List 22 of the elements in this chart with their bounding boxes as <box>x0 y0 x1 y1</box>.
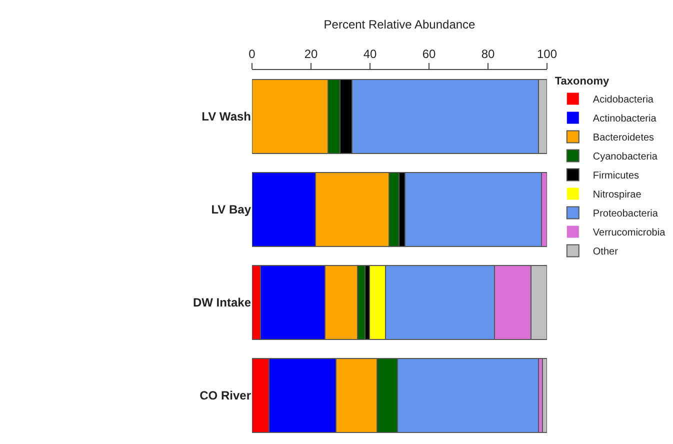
legend-label: Firmicutes <box>592 170 640 182</box>
x-tick-label: 0 <box>248 47 256 62</box>
legend-label: Cyanobacteria <box>592 152 658 163</box>
y-tick-label: LV Bay <box>211 202 252 217</box>
x-tick-label: 100 <box>536 47 558 62</box>
x-tick-label: 40 <box>363 47 377 62</box>
legend-label: Acidobacteria <box>592 94 654 106</box>
legend-label: Nitrospirae <box>592 190 642 201</box>
x-axis-title: Percent Relative Abundance <box>324 18 476 32</box>
x-tick-label: 20 <box>304 47 318 62</box>
legend-label: Bacteroidetes <box>592 132 654 144</box>
y-tick-label: DW Intake <box>192 296 252 310</box>
bar <box>542 358 547 434</box>
x-tick-label: 60 <box>422 47 436 62</box>
legend-label: Actinobacteria <box>592 114 657 125</box>
legend-label: Proteobacteria <box>592 208 658 220</box>
y-tick-label: LV Wash <box>202 110 251 124</box>
legend-title: Taxonomy <box>554 75 610 88</box>
y-tick-label: CO River <box>200 388 252 403</box>
legend-label: Other <box>592 246 619 258</box>
legend-label: Verrucomicrobia <box>592 228 666 239</box>
x-tick-label: 80 <box>481 47 495 62</box>
